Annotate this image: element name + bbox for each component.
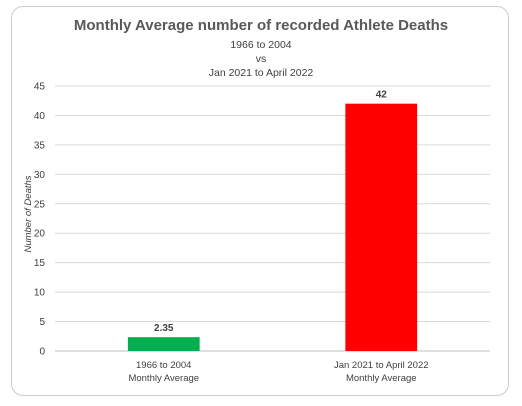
y-tick-label: 10 [34,288,46,299]
chart-title: Monthly Average number of recorded Athle… [73,17,449,34]
y-tick-label: 30 [34,170,46,181]
chart-frame [11,6,509,396]
y-tick-label: 45 [34,82,46,93]
category-label: Jan 2021 to April 2022 [334,360,429,371]
bar [345,103,418,352]
data-label: 42 [376,90,388,101]
gridlines [55,85,490,352]
data-label: 2.35 [154,323,174,334]
category-labels: 1966 to 2004 Monthly Average Jan 2021 to A… [128,360,428,384]
chart-subtitle-line-3: Jan 2021 to April 2022 [208,67,314,79]
bar [127,337,200,351]
chart-subtitle-line-1: 1966 to 2004 [230,39,292,51]
data-labels: 2.35 42 [154,90,387,334]
y-tick-labels: 0 5 10 15 20 25 30 35 40 45 [34,82,46,358]
y-tick-label: 20 [34,229,46,240]
y-tick-label: 15 [34,258,46,269]
y-tick-label: 35 [34,140,46,151]
chart-subtitle-line-2: vs [255,53,267,65]
bars [127,103,418,352]
category-label: 1966 to 2004 [136,360,191,371]
y-tick-label: 25 [34,199,46,210]
y-tick-label: 40 [34,111,46,122]
y-tick-label: 0 [39,347,45,358]
category-label: Monthly Average [346,373,417,384]
y-tick-label: 5 [39,317,45,328]
y-axis-label: Number of Deaths [23,175,34,252]
category-label: Monthly Average [128,373,199,384]
